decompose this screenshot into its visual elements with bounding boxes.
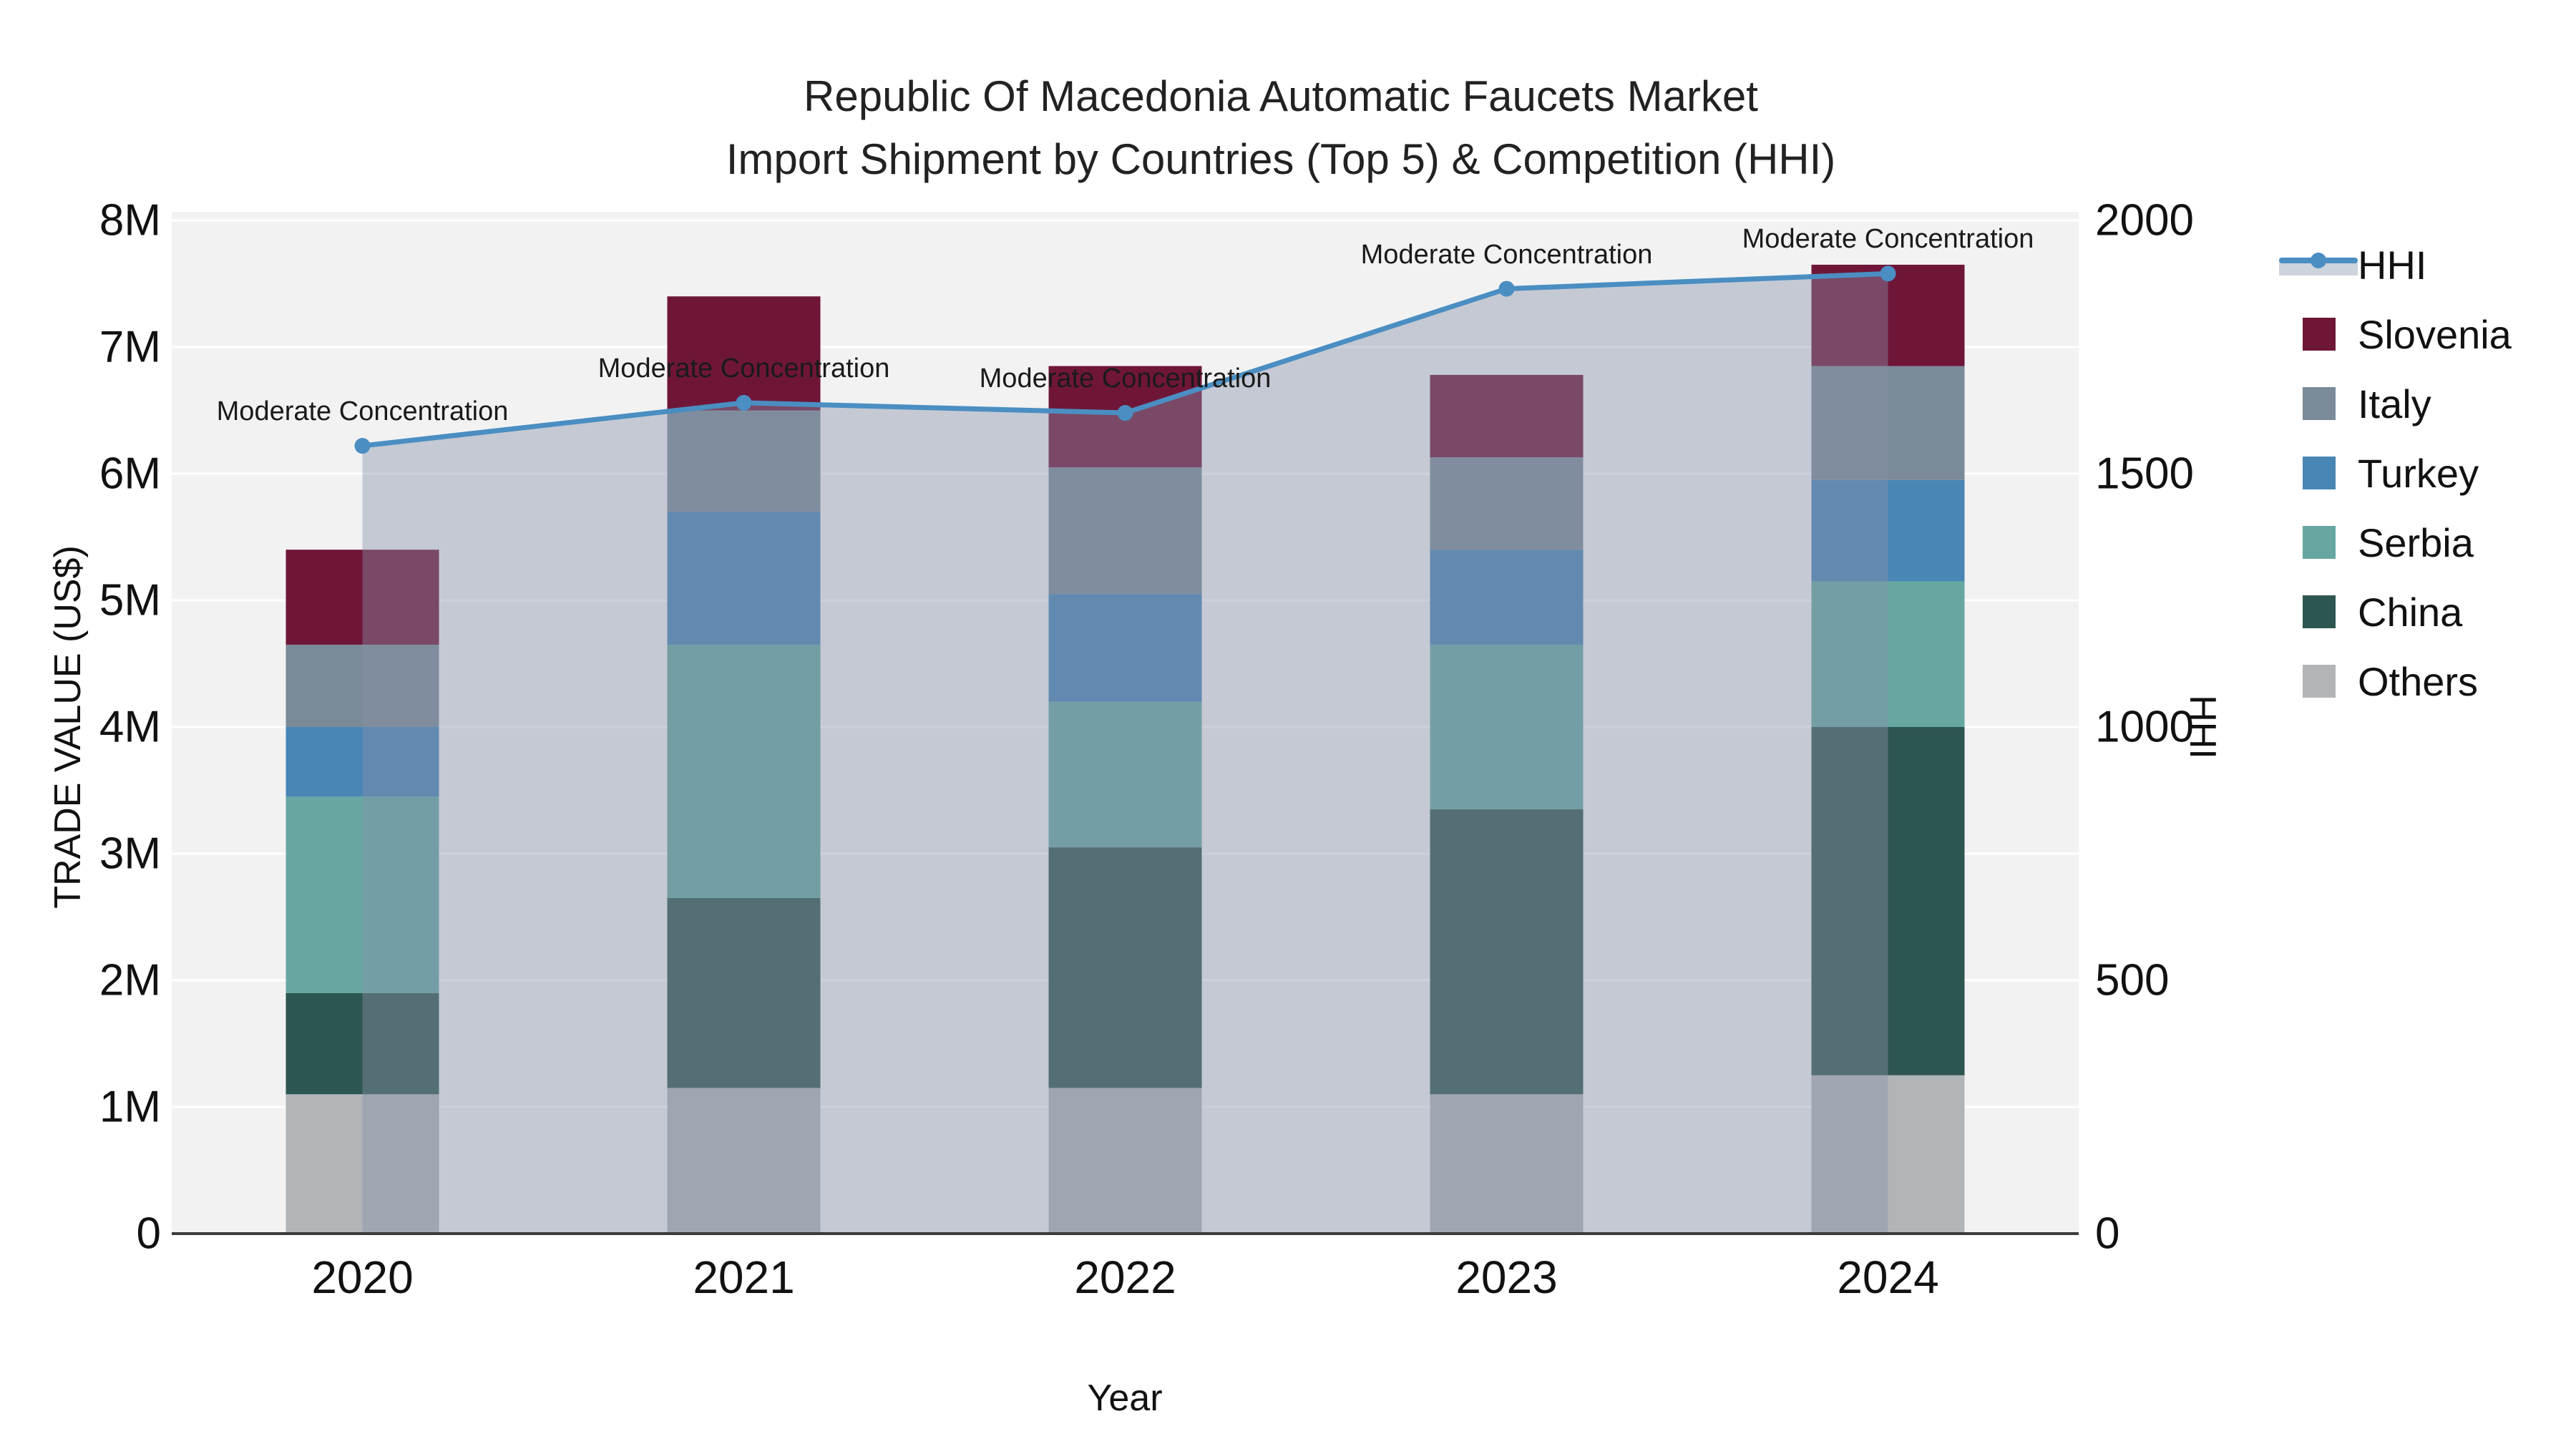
bar-segment-italy-2024 (1811, 366, 1965, 480)
annotation-2023: Moderate Concentration (1360, 239, 1653, 270)
bar-segment-turkey-2020 (286, 727, 439, 797)
legend-swatch-italy (2303, 387, 2336, 420)
legend-item-slovenia[interactable]: Slovenia (2279, 311, 2512, 357)
bar-segment-china-2022 (1048, 847, 1202, 1088)
legend-swatch-turkey (2303, 457, 2336, 489)
hhi-marker-2023 (1498, 280, 1515, 297)
hhi-marker-dot (2311, 253, 2326, 268)
legend-item-italy[interactable]: Italy (2279, 381, 2431, 426)
bar-segment-slovenia-2020 (286, 550, 439, 645)
bar-segment-slovenia-2023 (1430, 374, 1584, 457)
legend-swatch-china (2303, 595, 2336, 628)
bar-segment-others-2024 (1811, 1075, 1965, 1234)
annotation-2022: Moderate Concentration (979, 364, 1272, 394)
x-tick-2024: 2024 (1837, 1252, 1939, 1303)
bar-segment-others-2021 (667, 1088, 821, 1234)
legend-swatch-slovenia (2303, 318, 2336, 351)
bar-segment-serbia-2023 (1430, 644, 1584, 810)
bar-segment-turkey-2022 (1048, 594, 1202, 702)
annotation-2020: Moderate Concentration (216, 396, 509, 427)
legend-item-turkey[interactable]: Turkey (2279, 450, 2479, 496)
legend-item-hhi[interactable]: HHI (2279, 242, 2427, 288)
y-left-tick-5M: 5M (99, 575, 161, 625)
annotation-2024: Moderate Concentration (1742, 224, 2034, 255)
hhi-marker-2021 (736, 394, 752, 411)
legend-label-slovenia: Slovenia (2358, 311, 2512, 357)
legend-label-china: China (2358, 589, 2463, 635)
legend-swatch-serbia (2303, 526, 2336, 559)
hhi-marker-2020 (354, 438, 371, 454)
bar-segment-italy-2020 (286, 644, 439, 727)
y-right-tick-500: 500 (2095, 955, 2170, 1005)
legend-label-others: Others (2358, 658, 2479, 704)
legend-item-serbia[interactable]: Serbia (2279, 519, 2474, 565)
hhi-marker-2022 (1117, 405, 1133, 421)
bar-segment-slovenia-2024 (1811, 264, 1965, 366)
legend-label-turkey: Turkey (2358, 450, 2479, 496)
legend-item-others[interactable]: Others (2279, 658, 2479, 704)
bar-segment-others-2023 (1430, 1094, 1584, 1234)
bar-segment-turkey-2024 (1811, 479, 1965, 582)
bar-segment-italy-2023 (1430, 457, 1584, 550)
y-left-tick-8M: 8M (99, 195, 161, 245)
x-tick-2023: 2023 (1455, 1252, 1558, 1303)
y-left-tick-0: 0 (136, 1209, 161, 1259)
x-axis-title: Year (1087, 1377, 1163, 1419)
bar-segment-serbia-2020 (286, 796, 439, 993)
hhi-area-fill (362, 273, 1888, 1234)
x-tick-2022: 2022 (1074, 1252, 1176, 1303)
bar-segment-slovenia-2021 (667, 296, 821, 411)
bar-segment-turkey-2023 (1430, 550, 1584, 645)
y-left-tick-1M: 1M (99, 1082, 161, 1132)
bar-segment-others-2022 (1048, 1088, 1202, 1234)
bar-segment-china-2020 (286, 992, 439, 1095)
bar-segment-serbia-2024 (1811, 581, 1965, 727)
x-tick-2020: 2020 (311, 1252, 414, 1303)
legend-item-china[interactable]: China (2279, 589, 2463, 635)
legend-label-hhi: HHI (2358, 242, 2427, 288)
y-left-tick-3M: 3M (99, 829, 161, 879)
y-right-tick-2000: 2000 (2095, 195, 2194, 245)
legend-label-serbia: Serbia (2358, 519, 2474, 565)
annotation-2021: Moderate Concentration (597, 353, 890, 384)
bar-segment-serbia-2021 (667, 644, 821, 898)
bar-segment-china-2024 (1811, 727, 1965, 1075)
y-left-tick-7M: 7M (99, 322, 161, 372)
y-right-tick-1500: 1500 (2095, 449, 2194, 499)
y-right-tick-1000: 1000 (2095, 702, 2194, 752)
hhi-line-icon (2279, 248, 2358, 281)
chart-title-line1: Republic Of Macedonia Automatic Faucets … (804, 72, 1758, 120)
legend-swatch-others (2303, 665, 2336, 698)
x-tick-2021: 2021 (693, 1252, 795, 1303)
bar-segment-china-2023 (1430, 809, 1584, 1095)
chart-title-line2: Import Shipment by Countries (Top 5) & C… (726, 135, 1836, 183)
y-left-tick-2M: 2M (99, 955, 161, 1005)
bar-segment-serbia-2022 (1048, 701, 1202, 848)
bar-segment-others-2020 (286, 1094, 439, 1234)
bar-segment-china-2021 (667, 897, 821, 1088)
hhi-marker-2024 (1880, 265, 1896, 282)
legend-label-italy: Italy (2358, 381, 2431, 426)
y-left-tick-4M: 4M (99, 702, 161, 752)
bar-segment-turkey-2021 (667, 512, 821, 645)
y-left-tick-6M: 6M (99, 449, 161, 499)
y-right-tick-0: 0 (2095, 1209, 2120, 1259)
bar-segment-italy-2021 (667, 410, 821, 512)
bar-segment-italy-2022 (1048, 467, 1202, 595)
